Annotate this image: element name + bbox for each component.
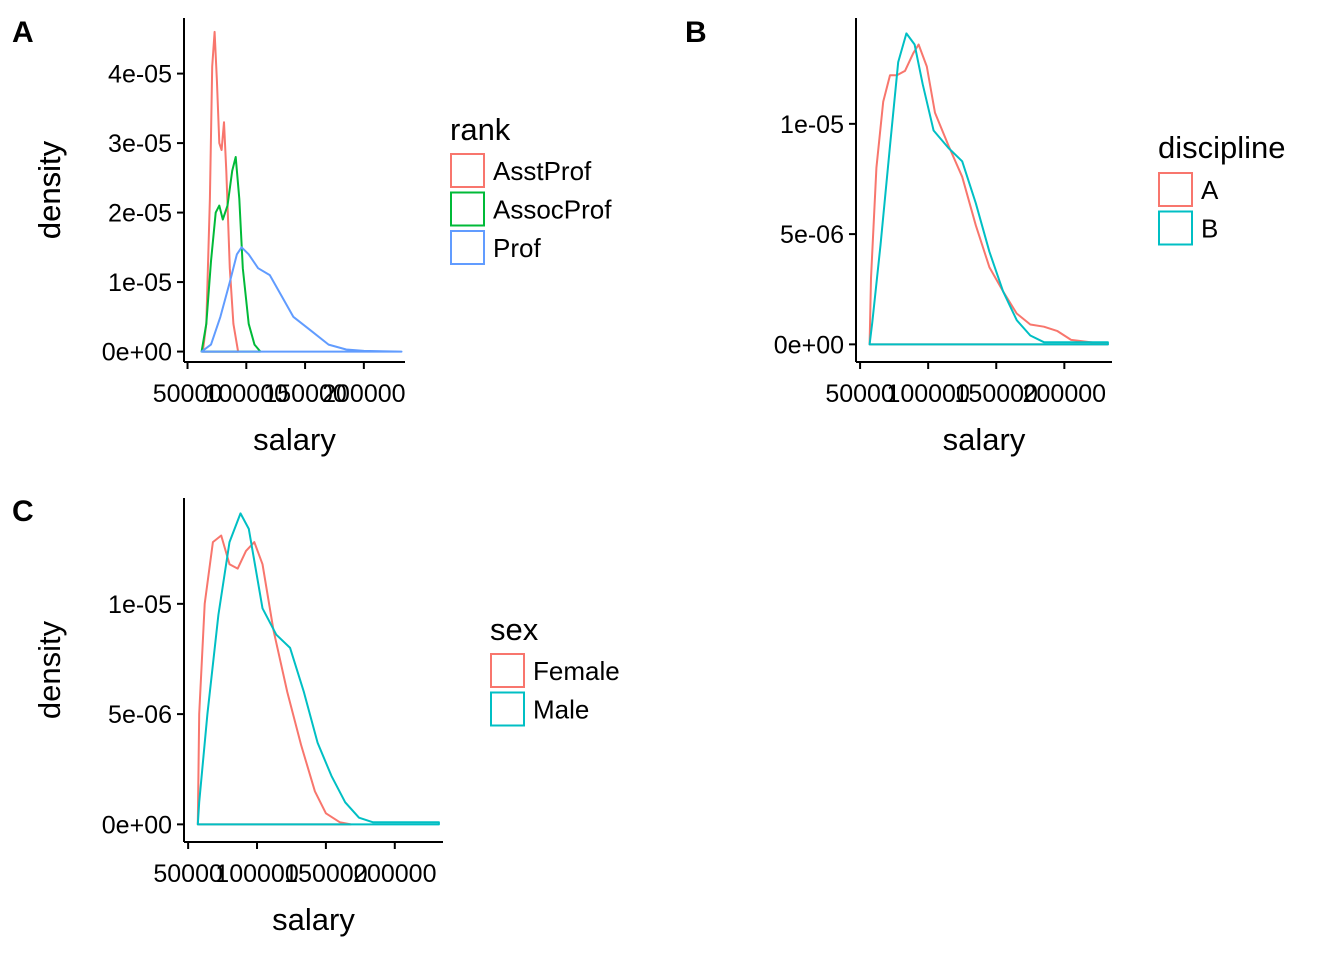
density-curve-b bbox=[868, 32, 1109, 346]
y-tick-label: 1e-05 bbox=[108, 269, 172, 297]
legend-key bbox=[450, 230, 485, 265]
legend-label: A bbox=[1201, 175, 1219, 205]
x-tick-label: 50000 bbox=[153, 380, 223, 408]
x-tick-label: 200000 bbox=[353, 860, 436, 888]
y-tick-label: 1e-05 bbox=[780, 111, 844, 139]
density-curve-assocprof bbox=[200, 156, 262, 353]
legend-key bbox=[490, 691, 525, 727]
y-tick-label: 0e+00 bbox=[102, 339, 172, 367]
y-axis-title: density bbox=[32, 140, 67, 239]
density-curve-female bbox=[196, 534, 352, 826]
x-tick-label: 100000 bbox=[886, 380, 969, 408]
legend-label: Male bbox=[533, 695, 589, 725]
density-curve-male bbox=[196, 512, 440, 826]
panel-letter: B bbox=[685, 16, 707, 49]
y-tick-label: 5e-06 bbox=[780, 221, 844, 249]
x-tick-label: 200000 bbox=[1023, 380, 1106, 408]
legend-label: Prof bbox=[493, 233, 541, 263]
x-tick-label: 50000 bbox=[825, 380, 895, 408]
y-axis-title: density bbox=[32, 620, 67, 719]
y-tick-label: 2e-05 bbox=[108, 200, 172, 228]
legend-key bbox=[1158, 210, 1193, 246]
density-curve-prof bbox=[200, 246, 403, 353]
legend-key bbox=[1158, 172, 1193, 207]
density-curve-asstprof bbox=[201, 30, 240, 353]
x-tick-label: 150000 bbox=[284, 860, 367, 888]
panel-b: B0e+005e-061e-0550000100000150000200000s… bbox=[32, 16, 1286, 457]
legend-label: AssocProf bbox=[493, 195, 612, 225]
x-axis-title: salary bbox=[253, 422, 336, 457]
y-tick-label: 0e+00 bbox=[102, 811, 172, 839]
legend-key bbox=[450, 191, 485, 227]
x-tick-label: 150000 bbox=[955, 380, 1038, 408]
density-curve-a bbox=[868, 43, 1109, 346]
y-tick-label: 1e-05 bbox=[108, 591, 172, 619]
x-tick-label: 100000 bbox=[205, 380, 288, 408]
legend-label: B bbox=[1201, 214, 1218, 244]
x-tick-label: 50000 bbox=[153, 860, 223, 888]
y-tick-label: 4e-05 bbox=[108, 61, 172, 89]
y-axis-title: density bbox=[32, 140, 67, 239]
panel-a: A 0e+00 1e-05 2e-05 3e-05 4e-05 50000100000150… bbox=[12, 16, 612, 457]
x-tick-label: 100000 bbox=[215, 860, 298, 888]
legend-label: Female bbox=[533, 656, 620, 686]
x-axis-title: salary bbox=[272, 902, 355, 937]
y-tick-label: 3e-05 bbox=[108, 130, 172, 158]
panel-letter: C bbox=[12, 495, 34, 528]
legend-title: discipline bbox=[1158, 130, 1286, 165]
legend-label: AsstProf bbox=[493, 156, 592, 186]
y-tick-label: 5e-06 bbox=[108, 701, 172, 729]
legend-title: rank bbox=[450, 112, 511, 147]
x-tick-label: 150000 bbox=[263, 380, 346, 408]
panel-letter: A bbox=[12, 16, 34, 49]
legend-title: sex bbox=[490, 612, 539, 647]
y-tick-label: 0e+00 bbox=[774, 331, 844, 359]
x-tick-label: 200000 bbox=[322, 380, 405, 408]
x-axis-title: salary bbox=[943, 422, 1026, 457]
legend-key bbox=[450, 153, 485, 188]
legend-key bbox=[490, 653, 525, 688]
